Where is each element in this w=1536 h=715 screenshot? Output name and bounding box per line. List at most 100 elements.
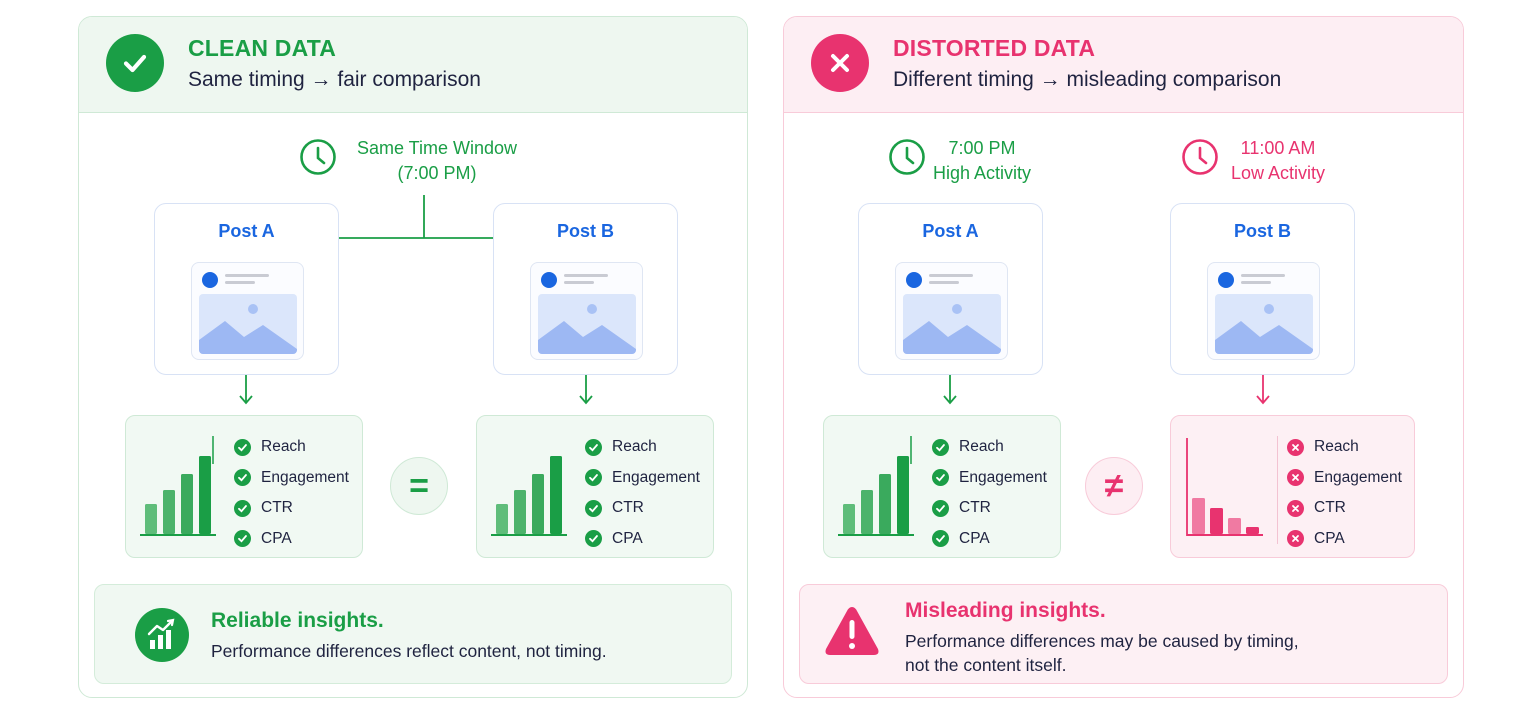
- check-circle-icon: [106, 34, 164, 92]
- metrics-list: Reach Engagement CTR CPA: [234, 432, 349, 554]
- clock-icon: [299, 138, 337, 181]
- post-preview: [895, 262, 1008, 360]
- post-a-card: Post A: [154, 203, 339, 375]
- reliable-insight-box: Reliable insights. Performance differenc…: [94, 584, 732, 684]
- metric-item: Engagement: [932, 463, 1047, 494]
- declining-bar-chart-icon: [1186, 438, 1263, 536]
- post-b-card: Post B: [1170, 203, 1355, 375]
- post-a-title: Post A: [218, 221, 275, 241]
- metric-item: CTR: [932, 493, 1047, 524]
- flow-arrows: [943, 375, 1270, 405]
- check-icon: [585, 499, 602, 517]
- distorted-title: DISTORTED DATA: [893, 35, 1096, 61]
- metric-label: CTR: [261, 499, 293, 517]
- image-placeholder-icon: [199, 294, 297, 354]
- insight-text-line2: not the content itself.: [905, 655, 1067, 675]
- check-icon: [932, 499, 949, 517]
- x-icon: [1287, 499, 1304, 517]
- divider: [1277, 436, 1278, 544]
- metric-label: Reach: [959, 438, 1004, 456]
- insight-text: Performance differences reflect content,…: [211, 641, 607, 661]
- avatar-icon: [202, 272, 218, 288]
- time-window-line1: Same Time Window: [356, 138, 518, 158]
- time-b-label: 11:00 AM Low Activity: [1220, 136, 1336, 186]
- image-placeholder-icon: [1215, 294, 1313, 354]
- comparison-symbol: =: [409, 466, 429, 505]
- growth-chart-icon: [135, 608, 189, 662]
- check-icon: [932, 530, 949, 548]
- metric-label: Engagement: [1314, 468, 1402, 486]
- metric-label: CPA: [1314, 529, 1345, 547]
- metric-item: Reach: [234, 432, 349, 463]
- check-icon: [585, 469, 602, 487]
- check-icon: [585, 530, 602, 548]
- x-icon: [1287, 469, 1304, 487]
- check-icon: [234, 530, 251, 548]
- metric-label: Engagement: [612, 468, 700, 486]
- metric-label: CTR: [959, 499, 991, 517]
- check-icon: [234, 469, 251, 487]
- clean-title: CLEAN DATA: [188, 35, 337, 61]
- post-preview: [191, 262, 304, 360]
- time-a-line2: High Activity: [932, 163, 1032, 183]
- warning-triangle-icon: [825, 607, 879, 655]
- metric-item: CPA: [932, 524, 1047, 555]
- metrics-list: Reach Engagement CTR CPA: [585, 432, 700, 554]
- comparison-symbol: ≠: [1104, 466, 1124, 505]
- metric-item: CPA: [585, 524, 700, 555]
- post-b-title: Post B: [556, 221, 614, 241]
- misleading-insight-box: Misleading insights. Performance differe…: [799, 584, 1448, 684]
- insight-title: Misleading insights.: [905, 599, 1106, 622]
- insight-text-line1: Performance differences may be caused by…: [905, 631, 1299, 651]
- time-a-label: 7:00 PM High Activity: [927, 136, 1037, 186]
- metric-item: CPA: [1287, 524, 1402, 555]
- avatar-icon: [1218, 272, 1234, 288]
- x-circle-icon: [811, 34, 869, 92]
- metric-item: CTR: [585, 493, 700, 524]
- distorted-header: DISTORTED DATA Different timing → mislea…: [784, 17, 1463, 113]
- metric-label: CTR: [1314, 499, 1346, 517]
- metric-item: CTR: [234, 493, 349, 524]
- rising-bar-chart-icon: [491, 456, 567, 536]
- metric-item: Reach: [585, 432, 700, 463]
- metric-label: Reach: [1314, 438, 1359, 456]
- metrics-card-b: Reach Engagement CTR CPA: [1170, 415, 1415, 558]
- metric-item: CTR: [1287, 493, 1402, 524]
- metric-label: CPA: [261, 529, 292, 547]
- x-icon: [1287, 530, 1304, 548]
- metric-label: Reach: [261, 438, 306, 456]
- rising-bar-chart-icon: [140, 436, 216, 536]
- check-icon: [234, 438, 251, 456]
- metric-item: Engagement: [1287, 463, 1402, 494]
- check-icon: [932, 469, 949, 487]
- metric-item: Reach: [932, 432, 1047, 463]
- metric-item: Engagement: [234, 463, 349, 494]
- metrics-list: Reach Engagement CTR CPA: [1287, 432, 1402, 554]
- post-b-title: Post B: [1233, 221, 1291, 241]
- avatar-icon: [906, 272, 922, 288]
- distorted-data-panel: DISTORTED DATA Different timing → mislea…: [783, 16, 1464, 698]
- metric-item: Engagement: [585, 463, 700, 494]
- clock-icon: [888, 138, 926, 181]
- image-placeholder-icon: [538, 294, 636, 354]
- metric-label: CPA: [959, 529, 990, 547]
- metrics-card-b: Reach Engagement CTR CPA: [476, 415, 714, 558]
- check-icon: [234, 499, 251, 517]
- not-equal-icon: ≠: [1085, 457, 1143, 515]
- insight-title: Reliable insights.: [211, 609, 384, 632]
- metrics-card-a: Reach Engagement CTR CPA: [125, 415, 363, 558]
- distorted-subtitle: Different timing → misleading comparison: [893, 68, 1282, 91]
- metric-label: CPA: [612, 529, 643, 547]
- time-window-line2: (7:00 PM): [397, 163, 477, 183]
- clean-subtitle: Same timing → fair comparison: [188, 68, 481, 91]
- clock-icon: [1181, 138, 1219, 181]
- time-a-line1: 7:00 PM: [948, 138, 1016, 158]
- check-icon: [585, 438, 602, 456]
- metric-label: CTR: [612, 499, 644, 517]
- post-a-title: Post A: [922, 221, 979, 241]
- time-b-line2: Low Activity: [1230, 163, 1326, 183]
- metric-label: Engagement: [959, 468, 1047, 486]
- clean-header: CLEAN DATA Same timing → fair comparison: [79, 17, 747, 113]
- time-b-line1: 11:00 AM: [1240, 138, 1316, 158]
- post-preview: [530, 262, 643, 360]
